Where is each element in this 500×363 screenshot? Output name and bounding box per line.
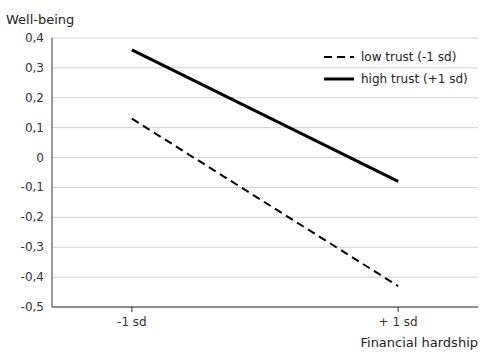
grid-line <box>52 97 478 98</box>
series-group <box>132 50 398 286</box>
y-tick-label: -0,5 <box>21 300 44 314</box>
grid-line <box>52 67 478 68</box>
grid-line <box>52 217 478 218</box>
y-tick-label: 0 <box>36 151 44 165</box>
y-tick-label: -0,2 <box>21 210 44 224</box>
grid-line <box>52 247 478 248</box>
grid <box>52 38 478 307</box>
chart: -0,5 -0,4 -0,3 -0,2 -0,1 0 0,1 0,2 0,3 0,4 -1 sd + … <box>0 0 500 363</box>
y-tick-label: -0,3 <box>21 240 44 254</box>
series-line <box>132 119 398 286</box>
grid-line <box>52 307 478 308</box>
grid-line <box>52 187 478 188</box>
x-axis-label: Financial hardship <box>360 335 478 350</box>
x-tick-label: + 1 sd <box>379 315 418 329</box>
y-tick-label: 0,3 <box>25 61 44 75</box>
grid-line <box>52 157 478 158</box>
legend-handle <box>324 78 354 81</box>
y-tick-label: 0,4 <box>25 31 44 45</box>
x-tick-label: -1 sd <box>117 315 147 329</box>
y-axis-label: Well-being <box>6 12 74 27</box>
x-axis-line <box>52 307 478 308</box>
series-line <box>132 50 398 182</box>
legend-handle <box>324 56 354 58</box>
axes: -0,5 -0,4 -0,3 -0,2 -0,1 0 0,1 0,2 0,3 0,4 -1 sd + … <box>21 31 478 329</box>
grid-line <box>52 277 478 278</box>
y-tick-label: 0,2 <box>25 91 44 105</box>
legend-label: high trust (+1 sd) <box>361 72 468 86</box>
x-tick <box>131 307 132 312</box>
y-tick-label: 0,1 <box>25 121 44 135</box>
legend: low trust (-1 sd) high trust (+1 sd) <box>324 50 468 86</box>
y-tick-label: -0,1 <box>21 180 44 194</box>
x-tick <box>398 307 399 312</box>
y-axis-line <box>52 38 53 307</box>
grid-line <box>52 38 478 39</box>
grid-line <box>52 127 478 128</box>
legend-label: low trust (-1 sd) <box>361 50 456 64</box>
y-tick-label: -0,4 <box>21 270 44 284</box>
